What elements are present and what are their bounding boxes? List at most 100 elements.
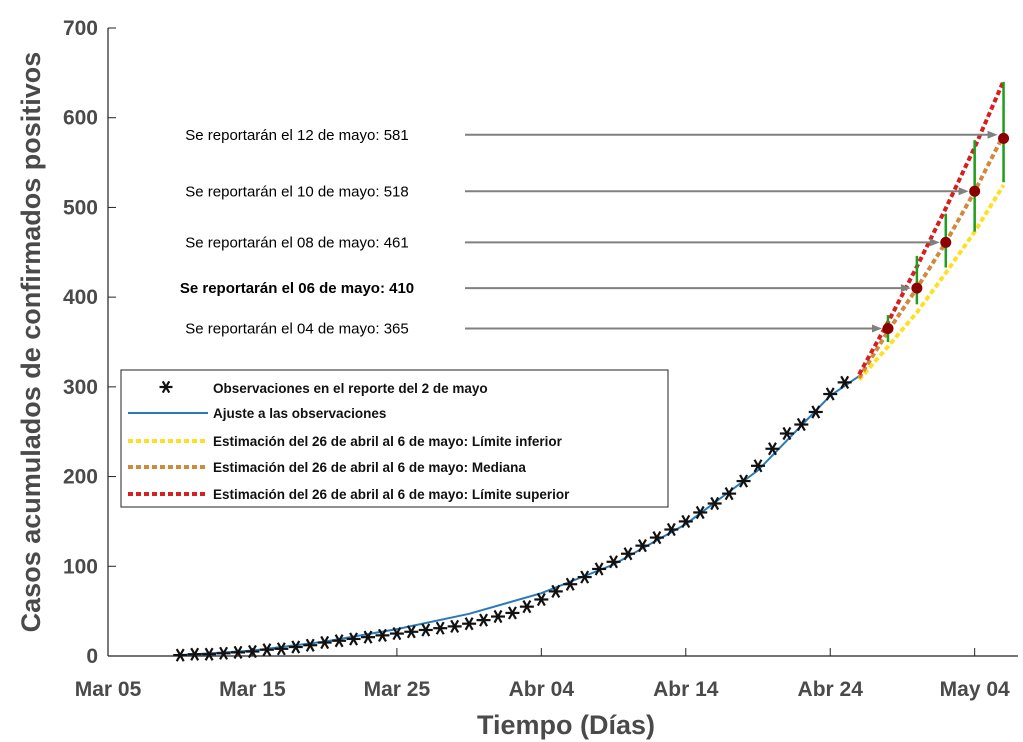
x-tick-label: May 04 [940,678,1010,701]
observation-point [577,570,592,584]
prediction-point [882,323,894,335]
observation-point [303,638,318,652]
legend-label: Estimación del 26 de abril al 6 de mayo:… [213,487,570,502]
annotation-label: Se reportarán el 06 de mayo: 410 [180,280,414,297]
x-tick-label: Abr 24 [798,678,864,701]
asterisk-stroke [811,405,821,419]
asterisk-stroke [161,380,171,394]
asterisk-stroke [536,592,546,607]
asterisk-stroke [291,640,301,654]
asterisk-stroke [247,644,257,659]
upper-bound-line [857,80,1006,376]
asterisk-stroke [204,647,214,661]
legend: Observaciones en el reporte del 2 de may… [120,369,669,508]
x-tick-label: Mar 25 [364,678,431,701]
legend-swatch-observations [159,380,173,394]
annotation-arrowhead [929,238,940,247]
x-tick-label: Mar 15 [219,678,286,701]
annotation-label: Se reportarán el 10 de mayo: 518 [185,183,408,200]
asterisk-stroke [233,645,243,660]
observation-point [621,547,635,561]
asterisk-stroke [522,600,532,614]
observation-point [548,584,563,599]
observation-point [202,647,217,661]
prediction-point [998,132,1010,144]
observation-point [216,646,231,660]
x-tick-label: Abr 14 [653,678,719,701]
observation-point [765,442,780,456]
observation-point [693,505,708,520]
prediction-point [969,185,981,197]
asterisk-stroke [363,630,373,644]
observation-point [173,648,188,662]
legend-label: Estimación del 26 de abril al 6 de mayo:… [213,434,563,449]
observation-point [404,625,419,639]
observation-point [491,609,505,624]
observation-point [505,606,520,620]
x-axis-label: Tiempo (Días) [477,710,655,740]
y-tick-label: 100 [63,555,98,578]
asterisk-stroke [479,613,489,627]
y-tick-label: 700 [63,17,98,40]
observation-point [837,375,852,389]
asterisk-stroke [262,643,272,657]
asterisk-stroke [334,634,344,648]
observation-point [649,530,664,545]
asterisk-stroke [710,496,720,511]
observation-point [476,613,491,627]
markers-layer [173,81,1010,662]
legend-label: Ajuste a las observaciones [213,406,386,421]
observation-point [447,619,462,634]
y-tick-label: 300 [63,376,98,399]
observation-point [736,474,751,488]
axes: 0 100 200 300 400 500 600 700 Mar 05 Mar 15 Mar 25… [63,17,1018,701]
fit-line [180,375,860,657]
observation-point [317,635,332,650]
observation-point [259,643,274,657]
asterisk-stroke [349,632,359,646]
asterisk-stroke [377,628,387,642]
asterisk-stroke [739,474,749,488]
annotation-arrowhead [958,187,969,196]
observation-point [722,487,737,501]
asterisk-stroke [609,555,619,569]
legend-box [120,369,669,508]
asterisk-stroke [305,638,315,652]
legend-label: Estimación del 26 de abril al 6 de mayo:… [213,460,526,475]
annotation-arrowhead [872,324,882,333]
observation-point [592,562,607,576]
annotation-arrowhead [987,130,998,139]
asterisk-stroke [493,609,503,624]
observation-point [274,642,289,656]
asterisk-stroke [782,426,792,441]
observation-point [288,640,303,654]
y-axis-label: Casos acumulados de confirmados positivo… [16,52,46,633]
asterisk-stroke [565,577,575,591]
prediction-point [940,236,952,248]
asterisk-stroke [623,547,633,561]
observation-point [418,623,433,637]
observation-point [534,592,549,607]
observation-point [361,630,375,644]
asterisk-stroke [320,635,330,650]
y-tick-label: 600 [63,107,98,130]
asterisk-stroke [637,539,647,553]
asterisk-stroke [276,642,286,656]
series-layer [180,80,1006,657]
asterisk-stroke [406,625,416,639]
observation-point [606,555,621,569]
asterisk-stroke [724,487,734,501]
asterisk-stroke [695,505,705,520]
annotations: Se reportarán el 12 de mayo: 581 Se repor… [180,127,998,338]
observation-point [563,577,578,591]
observation-point [187,647,202,661]
y-tick-label: 500 [63,196,98,219]
asterisk-stroke [840,375,850,389]
asterisk-stroke [652,530,662,545]
observation-point [779,426,794,441]
observation-point [433,621,448,635]
annotation-label: Se reportarán el 04 de mayo: 365 [185,321,408,338]
lower-bound-line [857,183,1006,382]
observation-point [664,522,679,537]
